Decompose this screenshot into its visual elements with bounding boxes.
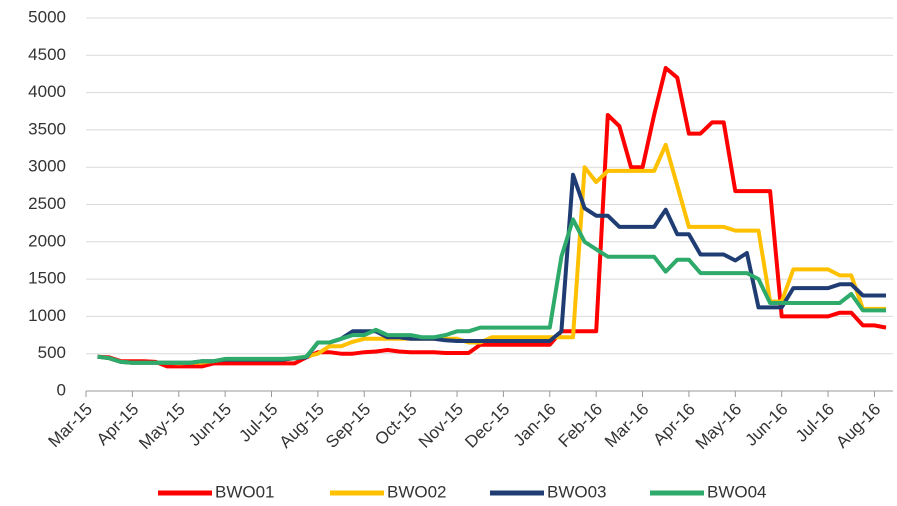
x-tick-label: Sep-15 (322, 400, 374, 452)
y-tick-label: 0 (57, 380, 66, 399)
y-tick-label: 1000 (28, 306, 66, 325)
x-tick-label: Jun-15 (185, 400, 235, 450)
x-tick-label: Jul-16 (792, 400, 838, 446)
x-tick-label: Nov-15 (415, 400, 467, 452)
x-tick-label: May-15 (135, 400, 189, 454)
y-tick-label: 500 (38, 343, 66, 362)
legend-label: BWO03 (547, 482, 607, 501)
x-tick-label: May-16 (692, 400, 746, 454)
x-tick-label: Apr-15 (93, 400, 143, 450)
y-tick-label: 4000 (28, 82, 66, 101)
y-tick-label: 1500 (28, 269, 66, 288)
x-tick-label: Jul-15 (235, 400, 281, 446)
x-tick-label: Mar-15 (44, 400, 96, 452)
x-tick-label: Mar-16 (601, 400, 653, 452)
x-tick-label: Jan-16 (510, 400, 560, 450)
y-tick-label: 4500 (28, 45, 66, 64)
x-tick-label: Apr-16 (649, 400, 699, 450)
legend-label: BWO02 (387, 482, 447, 501)
x-tick-label: Dec-15 (461, 400, 513, 452)
x-tick-label: Aug-16 (832, 400, 884, 452)
series-line (97, 217, 886, 365)
series-line (97, 142, 886, 366)
x-tick-label: Oct-15 (371, 400, 421, 450)
series-line (97, 172, 886, 365)
series-line (97, 66, 887, 369)
legend-label: BWO01 (215, 482, 275, 501)
x-tick-label: Jun-16 (741, 400, 791, 450)
y-tick-label: 5000 (28, 7, 66, 26)
y-tick-label: 3500 (28, 119, 66, 138)
y-tick-label: 2500 (28, 194, 66, 213)
legend-label: BWO04 (707, 482, 767, 501)
x-tick-label: Aug-15 (276, 400, 328, 452)
y-tick-label: 3000 (28, 157, 66, 176)
x-tick-label: Feb-16 (555, 400, 607, 452)
y-tick-label: 2000 (28, 231, 66, 250)
